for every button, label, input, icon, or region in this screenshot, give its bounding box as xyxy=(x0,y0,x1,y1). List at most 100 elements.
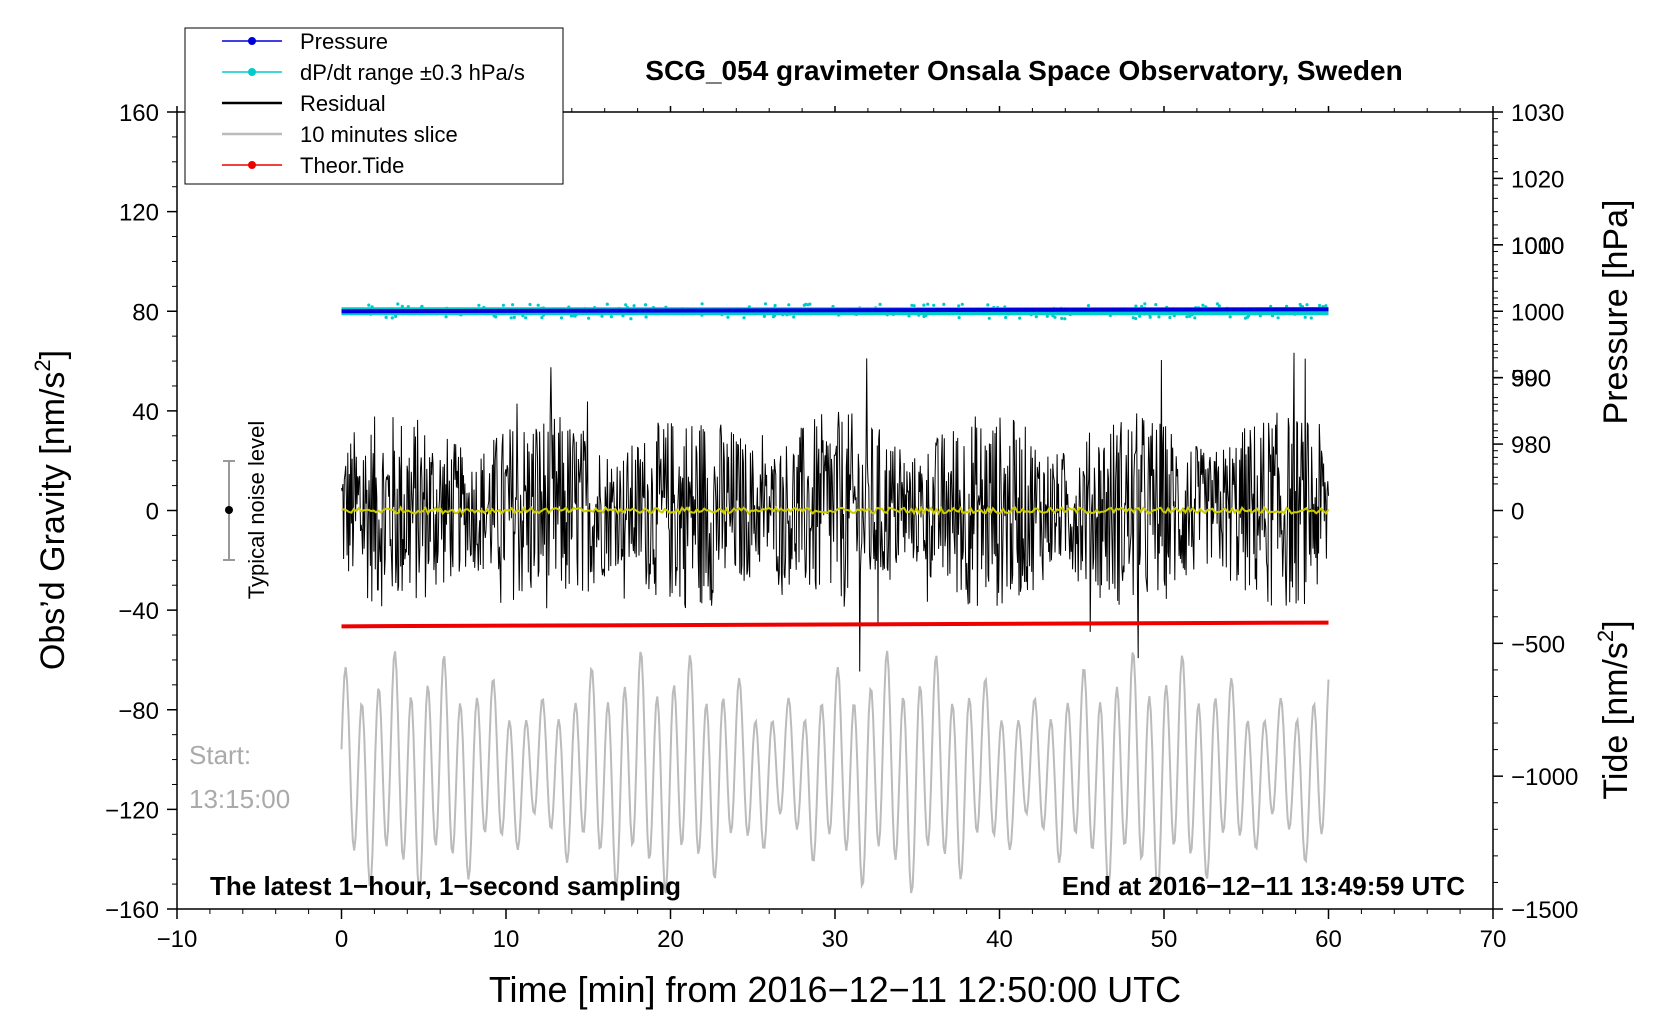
dpdt-point xyxy=(1003,305,1007,309)
y-tick-label: 40 xyxy=(132,399,159,426)
dpdt-point xyxy=(444,315,448,319)
tide-tick-label: 1000 xyxy=(1511,233,1564,260)
dpdt-point xyxy=(1285,304,1289,308)
dpdt-point xyxy=(536,303,540,307)
dpdt-point xyxy=(891,312,896,317)
dpdt-point xyxy=(942,302,946,306)
x-tick-label: 10 xyxy=(493,926,520,953)
tide-label-end: ] xyxy=(1597,620,1635,629)
dpdt-point xyxy=(785,313,789,317)
dpdt-point xyxy=(1004,315,1008,320)
dpdt-point xyxy=(987,316,991,320)
dpdt-point xyxy=(1289,311,1293,315)
legend-marker xyxy=(248,161,256,169)
dpdt-point xyxy=(609,315,614,319)
dpdt-point xyxy=(917,313,921,317)
dpdt-point xyxy=(700,302,704,306)
y-tick-label: −160 xyxy=(105,897,159,924)
dpdt-point xyxy=(567,305,571,309)
dpdt-point xyxy=(367,303,371,307)
dpdt-point xyxy=(747,305,751,309)
dpdt-point xyxy=(605,302,609,306)
dpdt-point xyxy=(559,316,564,320)
dpdt-point xyxy=(808,302,812,306)
noise-level-label: Typical noise level xyxy=(244,421,269,600)
dpdt-point xyxy=(664,305,668,309)
dpdt-point xyxy=(960,302,964,306)
tide-tick-label: −1500 xyxy=(1511,897,1578,924)
dpdt-point xyxy=(1305,303,1309,307)
dpdt-point xyxy=(763,302,768,306)
bottom-left-note: The latest 1−hour, 1−second sampling xyxy=(210,871,681,901)
y-left-label-sup: 2 xyxy=(30,359,55,371)
pressure-line xyxy=(341,307,1329,314)
dpdt-point xyxy=(1247,313,1251,317)
dpdt-point xyxy=(1157,315,1161,319)
dpdt-point xyxy=(629,317,633,321)
legend-box xyxy=(184,27,564,185)
y-left-label-end: ] xyxy=(34,350,72,359)
dpdt-point xyxy=(1138,314,1142,318)
legend-label: Pressure xyxy=(300,29,388,54)
dpdt-point xyxy=(384,315,388,319)
dpdt-point xyxy=(1276,316,1280,320)
x-axis-label: Time [min] from 2016−12−11 12:50:00 UTC xyxy=(489,969,1181,1010)
dpdt-point xyxy=(700,313,704,317)
pressure-tick-label: 1000 xyxy=(1511,299,1564,326)
dpdt-point xyxy=(394,314,398,318)
legend-label: 10 minutes slice xyxy=(300,122,458,147)
dpdt-point xyxy=(575,312,579,316)
dpdt-point xyxy=(922,303,926,307)
dpdt-point xyxy=(854,312,859,316)
dpdt-point xyxy=(1142,312,1146,316)
dpdt-point xyxy=(593,306,597,310)
dpdt-point xyxy=(1228,311,1232,315)
dpdt-point xyxy=(635,311,640,316)
dpdt-point xyxy=(1108,313,1112,318)
x-tick-label: 0 xyxy=(335,926,348,953)
tide-tick-label: 0 xyxy=(1511,499,1524,526)
dpdt-point xyxy=(1045,314,1049,318)
smoothed-residual-line xyxy=(341,505,1330,516)
start-time: 13:15:00 xyxy=(189,784,290,814)
y-tick-label: −80 xyxy=(118,698,159,725)
dpdt-point xyxy=(681,312,685,316)
noise-point xyxy=(225,506,233,514)
dpdt-point xyxy=(1053,315,1057,319)
dpdt-point xyxy=(494,315,498,319)
dpdt-point xyxy=(1309,316,1313,320)
dpdt-point xyxy=(1190,313,1194,317)
dpdt-point xyxy=(957,316,961,320)
dpdt-point xyxy=(754,312,759,316)
dpdt-point xyxy=(1029,313,1033,317)
dpdt-point xyxy=(885,313,889,317)
dpdt-point xyxy=(1168,315,1172,320)
pressure-tick-label: 990 xyxy=(1511,366,1551,393)
x-axis: −10 0 10 20 30 40 50 60 70 xyxy=(157,106,1507,953)
x-tick-label: 20 xyxy=(657,926,684,953)
dpdt-point xyxy=(459,313,463,317)
x-tick-label: 30 xyxy=(822,926,849,953)
legend-marker xyxy=(248,37,256,45)
dpdt-point xyxy=(1258,314,1262,318)
y-tick-label: 80 xyxy=(132,299,159,326)
dpdt-point xyxy=(521,314,525,318)
y-tick-label: 0 xyxy=(146,499,159,526)
pressure-tick-label: 1030 xyxy=(1511,100,1564,127)
dpdt-point xyxy=(1134,316,1138,321)
x-tick-label: 40 xyxy=(986,926,1013,953)
dpdt-point xyxy=(932,303,936,307)
dpdt-point xyxy=(542,313,546,317)
dpdt-point xyxy=(1299,312,1303,316)
x-tick-label: 60 xyxy=(1315,926,1342,953)
dpdt-point xyxy=(501,303,505,307)
dpdt-point xyxy=(787,303,791,307)
pressure-tick-label: 980 xyxy=(1511,432,1551,459)
theor-tide-series xyxy=(341,620,1329,629)
dpdt-point xyxy=(1293,312,1297,316)
dpdt-point xyxy=(621,314,625,318)
y-left-label-main: Obs’d Gravity [nm/s xyxy=(34,372,72,671)
y-tick-label: 160 xyxy=(119,100,159,127)
x-tick-label: 70 xyxy=(1480,926,1507,953)
dpdt-point xyxy=(625,306,630,310)
